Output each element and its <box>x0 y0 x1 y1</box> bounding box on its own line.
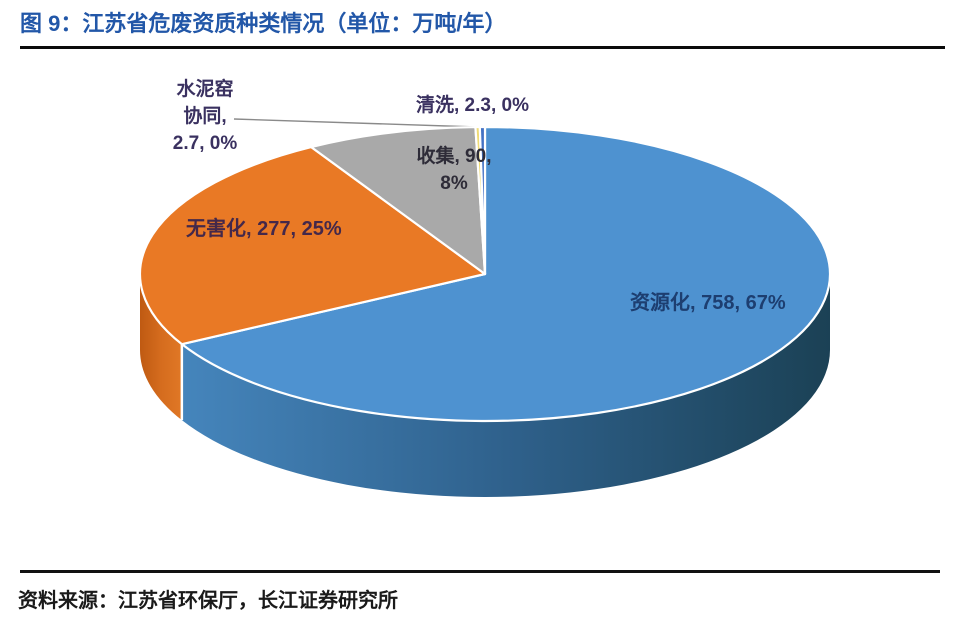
label-collection-line2: 8% <box>440 173 468 194</box>
figure-title: 图 9：江苏省危废资质种类情况（单位：万吨/年） <box>20 11 507 36</box>
title-divider <box>20 46 945 49</box>
label-collection-line1: 收集, 90, <box>416 146 492 167</box>
label-cleaning: 清洗, 2.3, 0% <box>416 95 529 116</box>
label-collection: 收集, 90, 8% <box>395 143 513 197</box>
label-cement-kiln-line2: 协同, <box>183 106 227 127</box>
label-cement-kiln-line1: 水泥窑 <box>176 79 234 100</box>
pie-slice-水泥窑协同 <box>478 125 487 276</box>
footer-divider <box>20 570 940 573</box>
pie-slice-收集 <box>310 125 487 276</box>
pie-slice-资源化 <box>180 125 832 423</box>
pie-slice-无害化 <box>138 145 487 346</box>
pie-side-资源化 <box>181 274 831 498</box>
label-cement-kiln-line3: 2.7, 0% <box>172 133 238 154</box>
label-resource-recovery: 资源化, 758, 67% <box>630 292 786 314</box>
label-cement-kiln: 水泥窑 协同, 2.7, 0% <box>145 76 265 157</box>
source-note: 资料来源：江苏省环保厅，长江证券研究所 <box>18 590 398 612</box>
label-harmless-treatment: 无害化, 277, 25% <box>186 218 342 240</box>
leader-line-cement-kiln <box>233 118 478 128</box>
